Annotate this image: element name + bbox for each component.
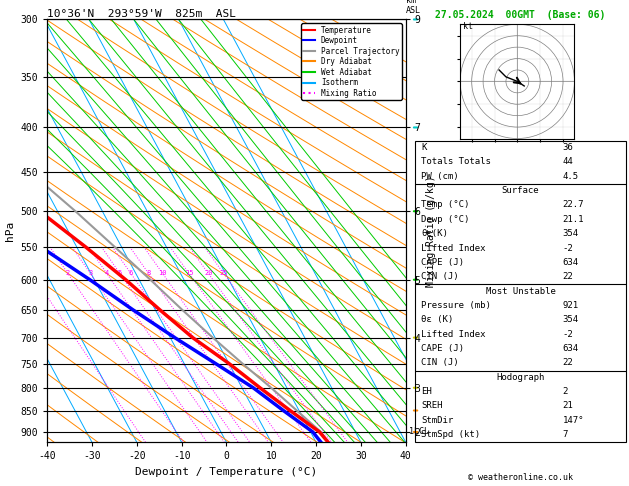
Text: 15: 15 <box>185 270 193 277</box>
Text: 354: 354 <box>562 229 579 238</box>
Text: 354: 354 <box>562 315 579 324</box>
Text: 5: 5 <box>118 270 122 277</box>
Text: θε (K): θε (K) <box>421 315 454 324</box>
Y-axis label: hPa: hPa <box>5 221 15 241</box>
Text: 634: 634 <box>562 344 579 353</box>
Text: © weatheronline.co.uk: © weatheronline.co.uk <box>468 473 573 482</box>
Text: Lifted Index: Lifted Index <box>421 330 486 339</box>
Text: 21: 21 <box>562 401 574 410</box>
Text: 25: 25 <box>220 270 228 277</box>
Text: 27.05.2024  00GMT  (Base: 06): 27.05.2024 00GMT (Base: 06) <box>435 10 606 20</box>
Text: 10°36'N  293°59'W  825m  ASL: 10°36'N 293°59'W 825m ASL <box>47 9 236 18</box>
Text: StmSpd (kt): StmSpd (kt) <box>421 430 481 439</box>
Text: CAPE (J): CAPE (J) <box>421 258 464 267</box>
Text: K: K <box>421 143 427 152</box>
Text: -2: -2 <box>562 330 574 339</box>
Text: 36: 36 <box>562 143 574 152</box>
Text: Totals Totals: Totals Totals <box>421 157 491 166</box>
Text: CIN (J): CIN (J) <box>421 272 459 281</box>
Text: Pressure (mb): Pressure (mb) <box>421 301 491 310</box>
Text: Lifted Index: Lifted Index <box>421 243 486 253</box>
Text: 6: 6 <box>129 270 133 277</box>
Text: 4: 4 <box>104 270 109 277</box>
Text: 921: 921 <box>562 301 579 310</box>
Legend: Temperature, Dewpoint, Parcel Trajectory, Dry Adiabat, Wet Adiabat, Isotherm, Mi: Temperature, Dewpoint, Parcel Trajectory… <box>301 23 402 100</box>
Text: 4.5: 4.5 <box>562 172 579 181</box>
Text: 634: 634 <box>562 258 579 267</box>
Text: 3: 3 <box>88 270 92 277</box>
Text: Hodograph: Hodograph <box>496 373 545 382</box>
Text: Dewp (°C): Dewp (°C) <box>421 215 470 224</box>
Text: 2: 2 <box>562 387 568 396</box>
Text: km
ASL: km ASL <box>406 0 421 15</box>
Text: 20: 20 <box>204 270 213 277</box>
Text: CAPE (J): CAPE (J) <box>421 344 464 353</box>
Text: 147°: 147° <box>562 416 584 425</box>
Text: 1LCL: 1LCL <box>409 428 429 436</box>
Text: 21.1: 21.1 <box>562 215 584 224</box>
Text: PW (cm): PW (cm) <box>421 172 459 181</box>
Text: EH: EH <box>421 387 432 396</box>
Text: 22: 22 <box>562 272 574 281</box>
Text: kt: kt <box>462 22 472 31</box>
Text: Most Unstable: Most Unstable <box>486 287 555 295</box>
Text: 8: 8 <box>147 270 150 277</box>
Text: 22.7: 22.7 <box>562 201 584 209</box>
Text: 22: 22 <box>562 358 574 367</box>
Text: Temp (°C): Temp (°C) <box>421 201 470 209</box>
Text: 7: 7 <box>562 430 568 439</box>
Text: 2: 2 <box>65 270 70 277</box>
X-axis label: Dewpoint / Temperature (°C): Dewpoint / Temperature (°C) <box>135 467 318 477</box>
Text: θε(K): θε(K) <box>421 229 448 238</box>
Text: CIN (J): CIN (J) <box>421 358 459 367</box>
Text: SREH: SREH <box>421 401 443 410</box>
Y-axis label: Mixing Ratio (g/kg): Mixing Ratio (g/kg) <box>426 175 436 287</box>
Text: StmDir: StmDir <box>421 416 454 425</box>
Text: Surface: Surface <box>502 186 539 195</box>
Text: 10: 10 <box>159 270 167 277</box>
Text: 44: 44 <box>562 157 574 166</box>
Text: -2: -2 <box>562 243 574 253</box>
